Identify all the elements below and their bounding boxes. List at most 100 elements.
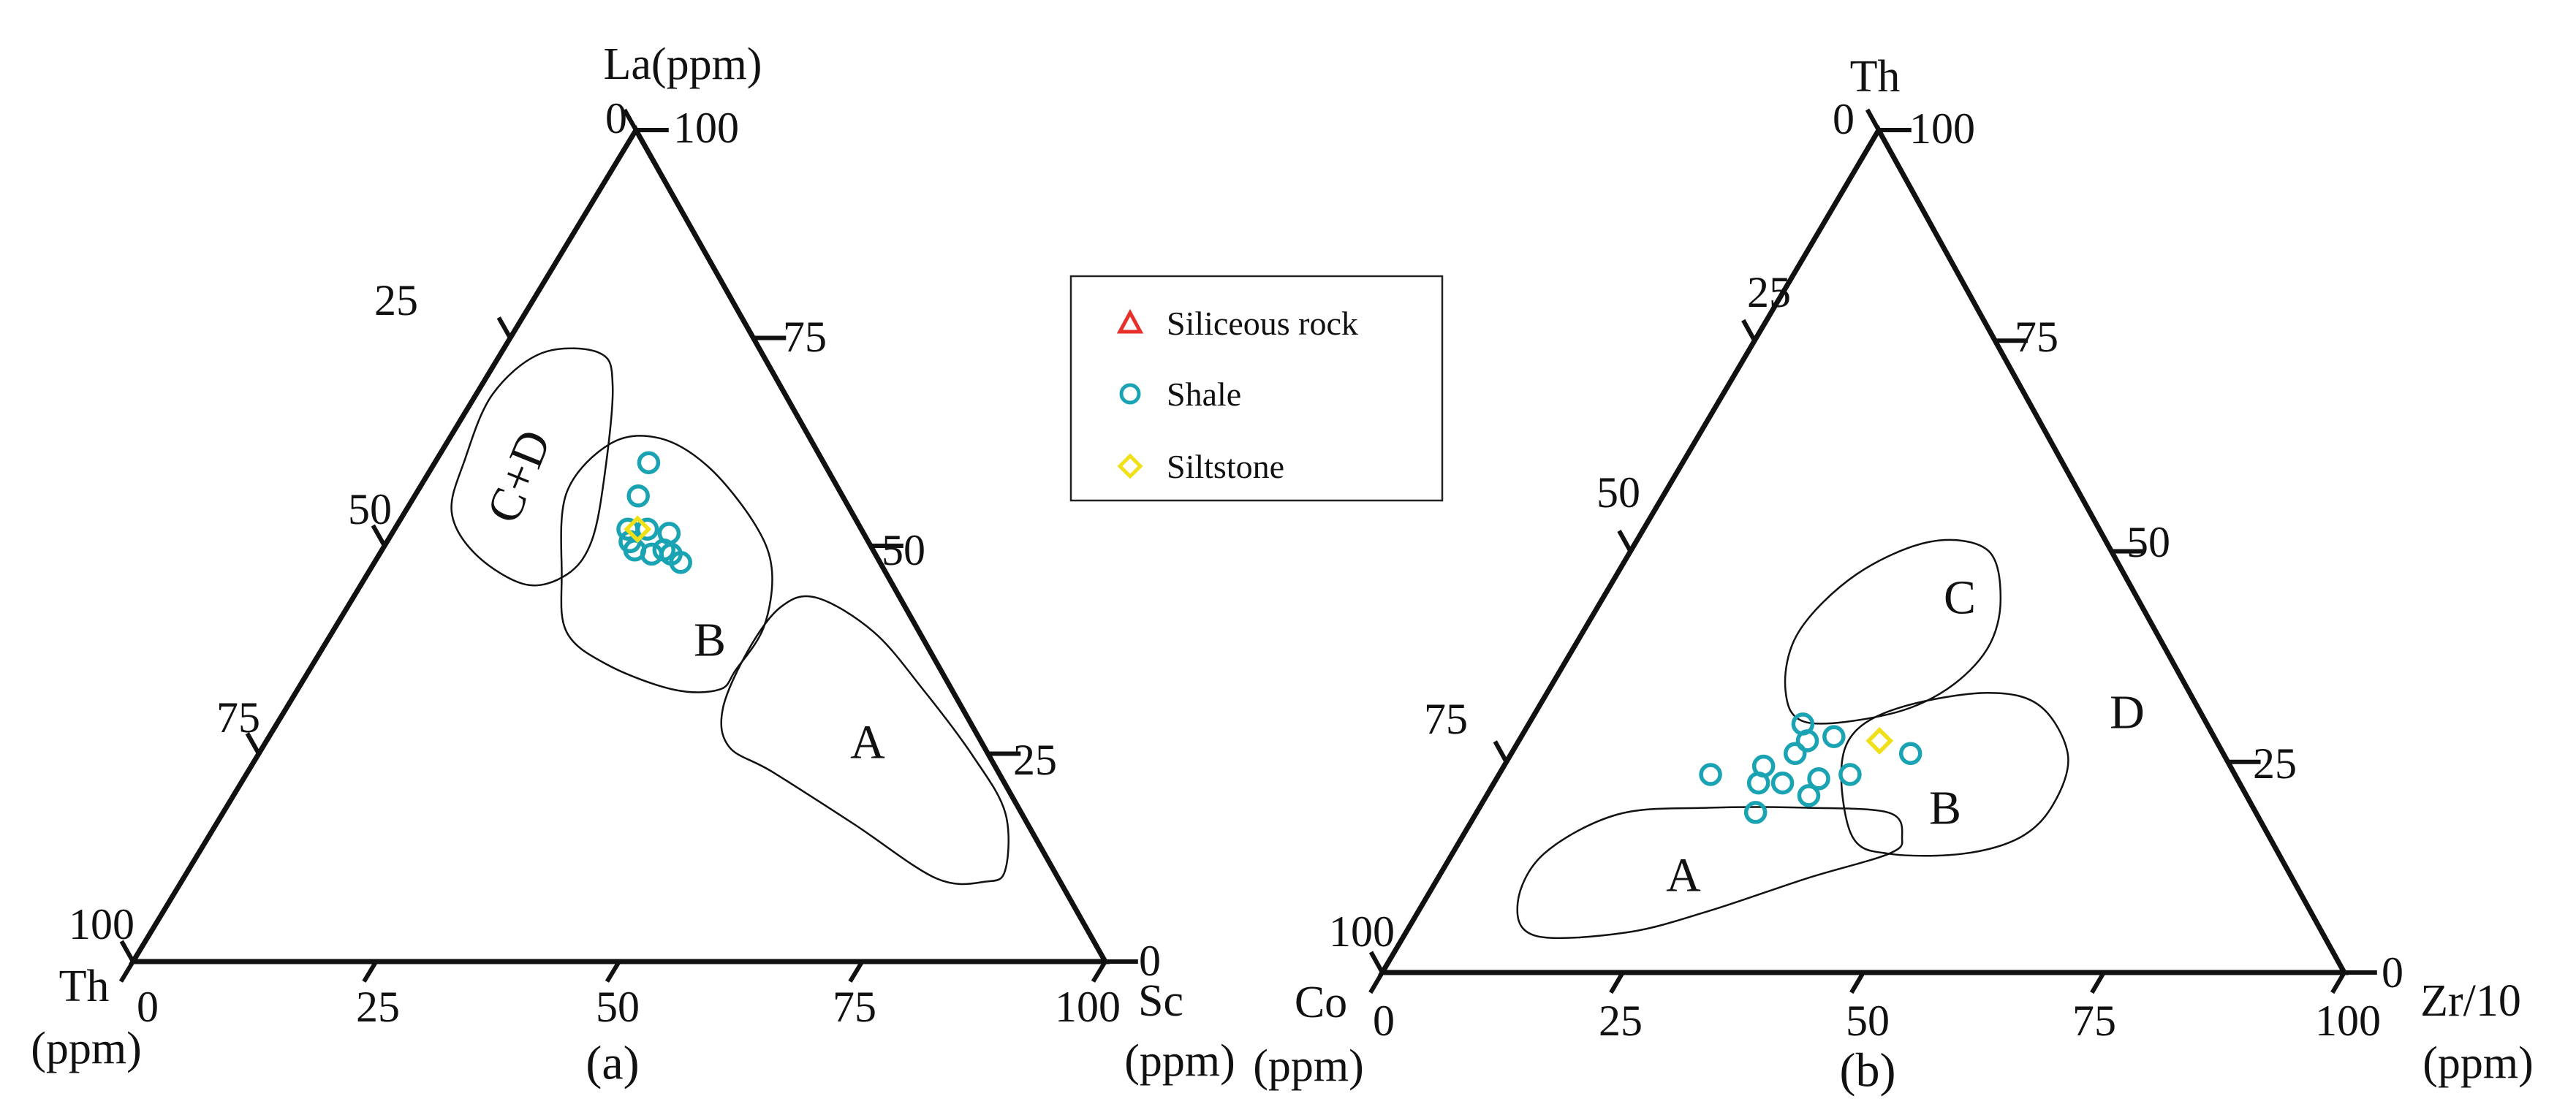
shale-point (1797, 784, 1821, 807)
legend-label: Siliceous rock (1167, 305, 1358, 342)
circle-marker-icon (1119, 383, 1141, 405)
tick-label: 25 (356, 983, 400, 1031)
ternary-chart-b: 0 10002575255050507525751000100ThCo(ppm)Z… (1253, 52, 2534, 1097)
tick-label: 75 (833, 983, 876, 1031)
tick-mark (1368, 951, 1384, 974)
legend-box (1069, 275, 1444, 502)
axis-title-right: Zr/10 (2420, 976, 2521, 1026)
legend-item-siliceous-rock: Siliceous rock (1116, 305, 1358, 342)
legend-item-shale: Shale (1119, 376, 1241, 413)
tick-label: 100 (1909, 104, 1975, 153)
tick-mark (1741, 319, 1757, 342)
tick-mark (2330, 971, 2346, 994)
tick-label: 50 (2126, 518, 2170, 566)
tick-label: 100 (673, 104, 739, 152)
shale-point (1784, 742, 1807, 765)
tick-label: 0 (2382, 948, 2403, 997)
tick-mark (371, 524, 387, 547)
legend-label: Siltstone (1167, 448, 1284, 485)
region-label: C (1944, 571, 1976, 625)
tick-label: 100 (1055, 983, 1121, 1031)
ternary-chart-a: 0 10002575255050507525751000100La(ppm)Th(… (31, 39, 1235, 1090)
tick-mark (1091, 960, 1107, 983)
tick-mark (1493, 740, 1509, 764)
triangle-marker-icon (1116, 308, 1144, 334)
shale-point (1838, 763, 1862, 786)
shale-point (637, 451, 661, 474)
region-outline (560, 435, 773, 693)
tick-label: 25 (1013, 736, 1057, 784)
shale-point (1746, 771, 1770, 795)
panel-label: (a) (586, 1037, 639, 1090)
panel-label: (b) (1840, 1044, 1896, 1097)
region-label: D (2110, 686, 2145, 739)
tick-label: 75 (783, 313, 827, 361)
shale-point (1699, 763, 1722, 786)
region-outline (720, 595, 1009, 886)
axis-title-top: La(ppm) (604, 39, 762, 89)
tick-label: 50 (596, 983, 640, 1031)
tick-label: 75 (2072, 997, 2116, 1045)
axis-unit-right: (ppm) (2422, 1038, 2534, 1088)
region-label: B (1929, 782, 1961, 835)
shale-point (1807, 767, 1830, 791)
axis-title-left: Th (59, 962, 110, 1011)
tick-label: 50 (882, 526, 925, 574)
shale-point (1898, 742, 1922, 765)
legend: Siliceous rock Shale Siltstone (1069, 275, 1444, 502)
tick-label: 0 (137, 983, 159, 1031)
shale-point (1822, 725, 1846, 748)
shale-point (1743, 801, 1768, 824)
tick-label: 100 (69, 900, 135, 948)
region-label: A (850, 716, 885, 769)
tick-mark (1368, 971, 1384, 994)
triangle-frame (1377, 124, 2349, 975)
tick-label: 50 (1846, 997, 1890, 1045)
tick-mark (245, 732, 261, 755)
legend-label: Shale (1167, 376, 1241, 413)
region-label: A (1666, 849, 1701, 902)
tick-mark (848, 960, 865, 983)
tick-label: 25 (1747, 268, 1791, 316)
shale-point (626, 484, 650, 508)
tick-mark (1849, 971, 1865, 994)
tick-label: 0 (1139, 937, 1161, 985)
tick-mark (362, 960, 379, 983)
axis-title-right: Sc (1138, 976, 1183, 1026)
shale-point (1770, 771, 1795, 795)
tick-label: 100 (2315, 997, 2381, 1045)
tick-mark (2090, 971, 2106, 994)
tick-mark (1865, 108, 1881, 132)
region-label: C+D (477, 423, 561, 530)
axis-unit-left: (ppm) (31, 1024, 142, 1073)
region-outline (1516, 806, 1903, 940)
siltstone-point (1865, 727, 1894, 755)
tick-label: 0 (1833, 95, 1855, 143)
triangle-frame (128, 125, 1110, 964)
tick-mark (496, 316, 512, 339)
axis-unit-left: (ppm) (1253, 1041, 1364, 1091)
region-outline (450, 347, 614, 587)
tick-label: 25 (1599, 997, 1643, 1045)
legend-item-siltstone: Siltstone (1117, 448, 1284, 485)
axis-title-left: Co (1295, 978, 1347, 1027)
tick-mark (1617, 530, 1633, 552)
tick-label: 0 (605, 94, 627, 142)
region-outline (1784, 539, 2002, 725)
tick-mark (605, 960, 621, 983)
siltstone-point (624, 515, 652, 544)
tick-mark (118, 960, 135, 983)
tick-label: 0 (1373, 997, 1395, 1045)
diamond-marker-icon (1117, 453, 1143, 479)
region-label: B (694, 614, 726, 667)
tick-label: 75 (2015, 313, 2058, 361)
shale-point (635, 517, 659, 541)
tick-label: 25 (374, 276, 418, 324)
tick-label: 50 (348, 485, 392, 533)
tick-label: 50 (1596, 468, 1640, 517)
tick-label: 75 (1424, 695, 1468, 743)
shale-point (1795, 729, 1819, 753)
tick-label: 25 (2253, 739, 2297, 788)
tick-mark (1609, 971, 1625, 994)
